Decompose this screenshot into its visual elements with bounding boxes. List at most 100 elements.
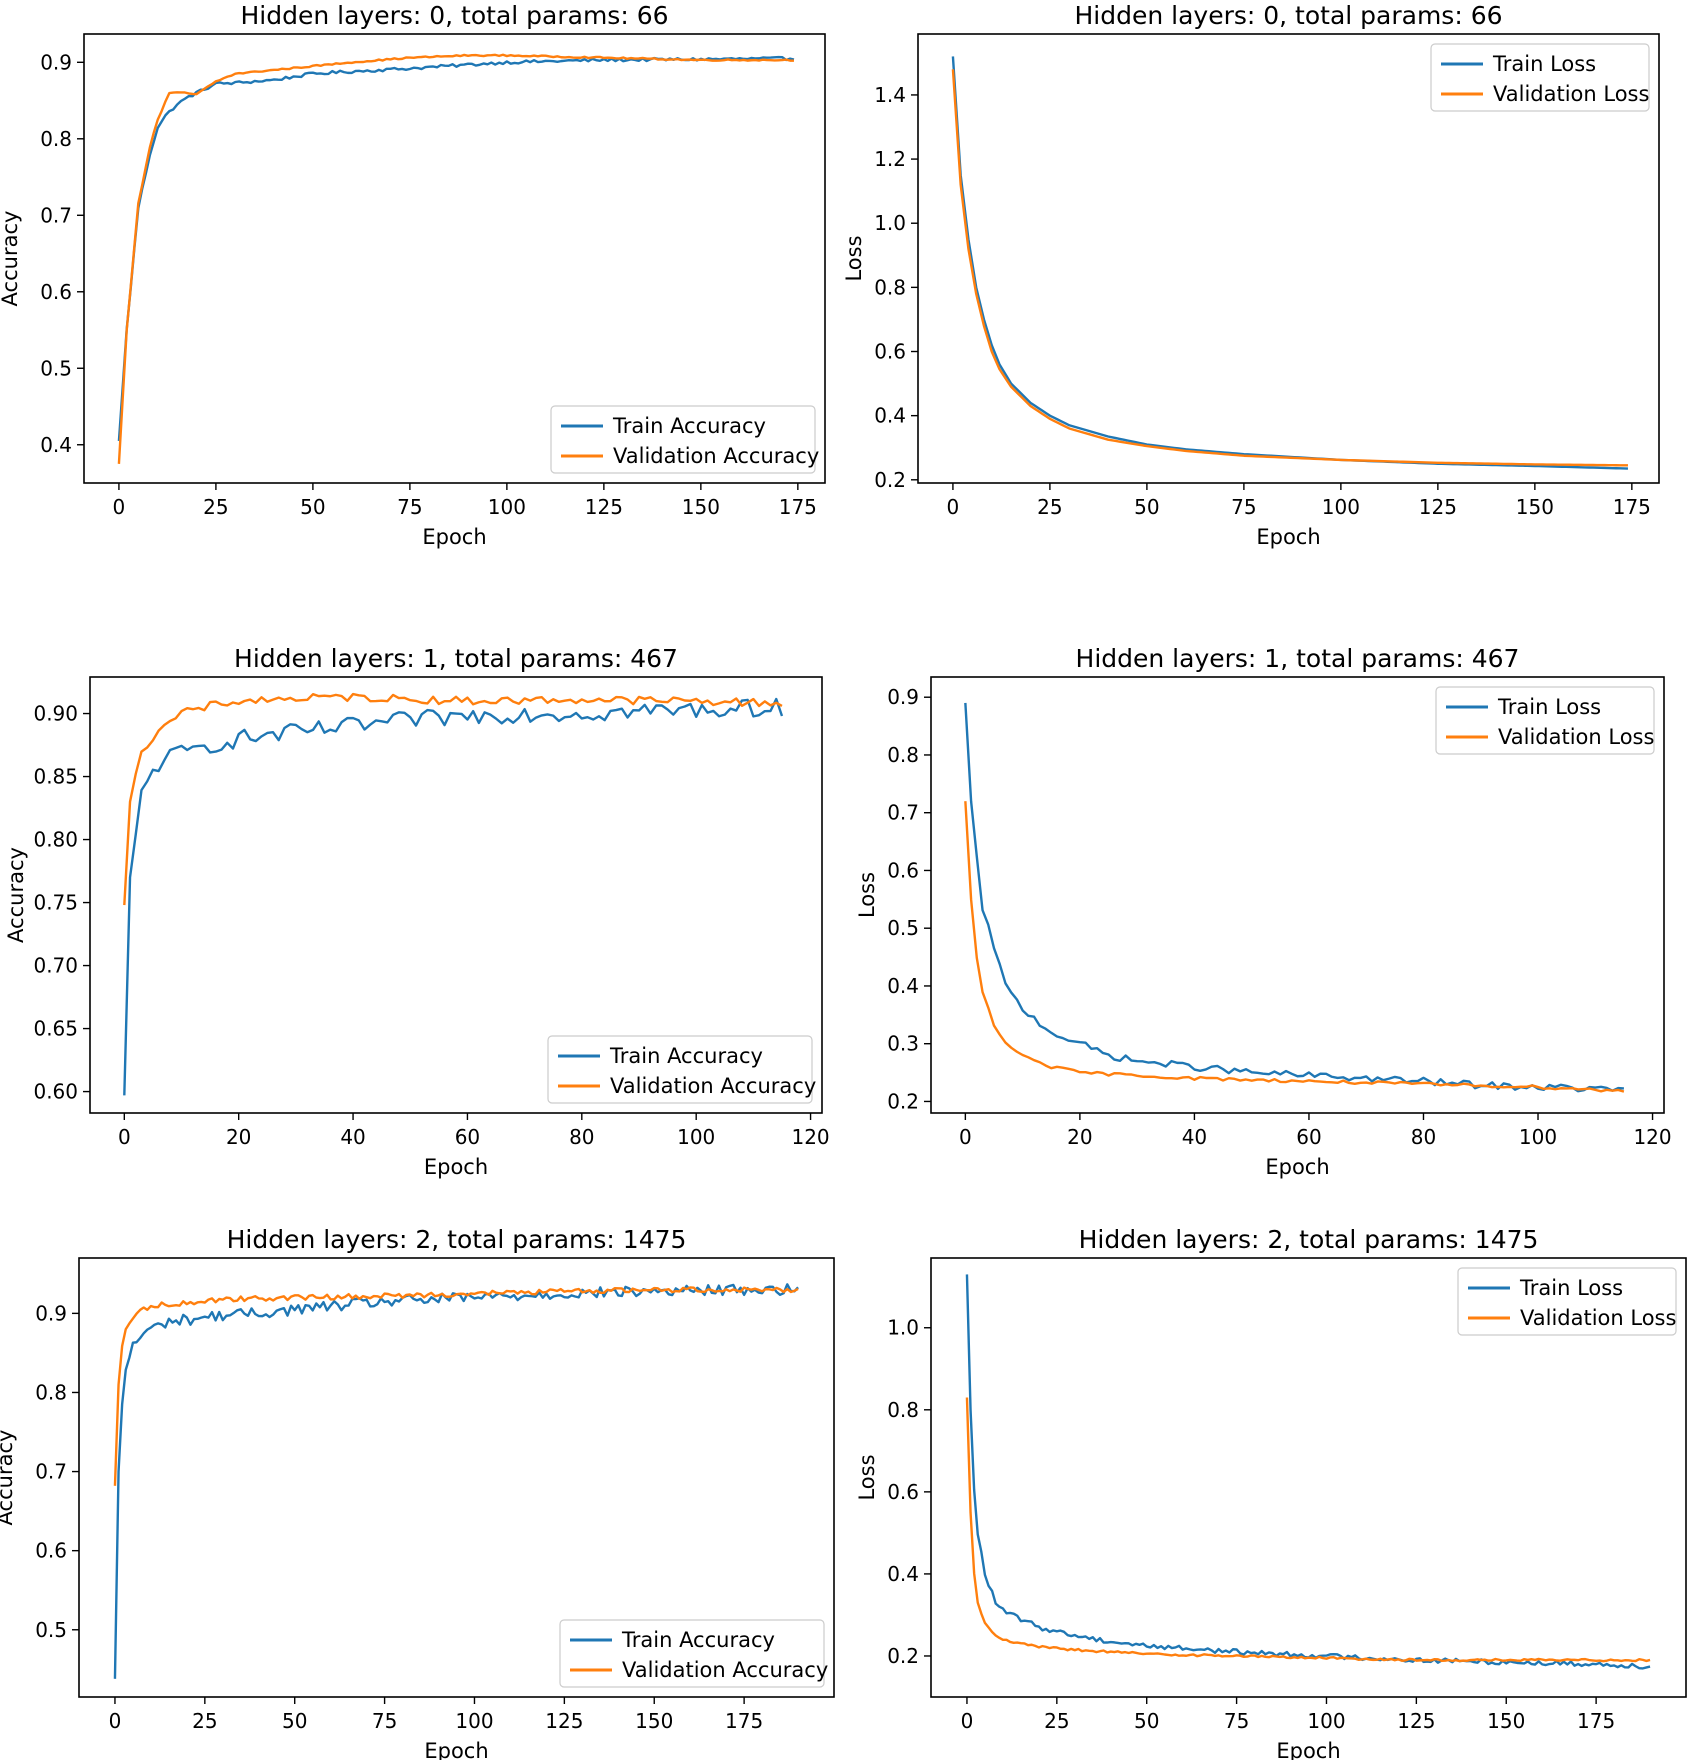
x-tick-label: 0 xyxy=(113,495,126,519)
x-tick-label: 100 xyxy=(488,495,526,519)
y-tick-label: 1.4 xyxy=(874,83,906,107)
series-line-train xyxy=(964,702,1624,1093)
legend-label: Validation Loss xyxy=(1493,82,1649,106)
x-tick-label: 20 xyxy=(226,1125,251,1149)
x-tick-label: 50 xyxy=(1134,495,1159,519)
x-tick-label: 150 xyxy=(1487,1709,1525,1733)
legend-box xyxy=(547,1035,813,1104)
x-tick-label: 0 xyxy=(947,495,960,519)
legend-label: Train Accuracy xyxy=(612,414,766,438)
x-tick-label: 100 xyxy=(1322,495,1360,519)
subplot-6: Hidden layers: 2, total params: 1475 0 25 5… xyxy=(855,1225,1687,1760)
x-tick-label: 25 xyxy=(1037,495,1062,519)
y-tick-label: 0.60 xyxy=(33,1080,78,1104)
subplot-1: Hidden layers: 0, total params: 66 0 25 50 7… xyxy=(0,1,826,549)
series-line-train xyxy=(951,56,1628,470)
legend-box xyxy=(559,1619,825,1688)
x-tick-label: 0 xyxy=(959,1125,972,1149)
legend-label: Train Accuracy xyxy=(609,1044,763,1068)
x-tick-label: 60 xyxy=(455,1125,480,1149)
chart-title: Hidden layers: 0, total params: 66 xyxy=(1074,1,1502,30)
y-axis-label: Loss xyxy=(855,872,879,918)
y-tick-label: 0.7 xyxy=(35,1460,67,1484)
x-tick-label: 150 xyxy=(1516,495,1554,519)
subplot-2: Hidden layers: 0, total params: 66 0 25 50 7… xyxy=(842,1,1660,549)
y-tick-label: 0.5 xyxy=(887,916,919,940)
series-line-validation xyxy=(965,1397,1651,1663)
x-tick-label: 175 xyxy=(1613,495,1651,519)
y-tick-label: 0.2 xyxy=(887,1644,919,1668)
y-tick-label: 0.7 xyxy=(887,801,919,825)
x-tick-label: 150 xyxy=(682,495,720,519)
axes-frame xyxy=(917,33,1660,484)
x-tick-label: 100 xyxy=(1519,1125,1557,1149)
subplot-5: Hidden layers: 2, total params: 1475 0 25 5… xyxy=(0,1225,835,1760)
y-axis-label: Loss xyxy=(855,1454,879,1500)
y-tick-label: 0.9 xyxy=(887,685,919,709)
legend-label: Train Loss xyxy=(1492,52,1596,76)
legend-box xyxy=(1430,43,1650,112)
y-tick-label: 0.6 xyxy=(40,280,72,304)
chart-title: Hidden layers: 0, total params: 66 xyxy=(240,1,668,30)
x-axis-label: Epoch xyxy=(424,1155,488,1179)
x-tick-label: 0 xyxy=(109,1709,122,1733)
legend-label: Validation Accuracy xyxy=(613,444,819,468)
x-tick-label: 175 xyxy=(1577,1709,1615,1733)
y-tick-label: 0.6 xyxy=(874,340,906,364)
axes-frame xyxy=(89,676,823,1114)
x-tick-label: 25 xyxy=(203,495,228,519)
subplot-4: Hidden layers: 1, total params: 467 0 20 40… xyxy=(855,644,1672,1179)
y-tick-label: 0.8 xyxy=(887,1398,919,1422)
legend: Train Accuracy Validation Accuracy xyxy=(559,1619,828,1688)
y-tick-label: 0.6 xyxy=(35,1539,67,1563)
legend-label: Validation Accuracy xyxy=(610,1074,816,1098)
x-tick-label: 125 xyxy=(585,495,623,519)
chart-title: Hidden layers: 1, total params: 467 xyxy=(1076,644,1520,673)
y-tick-label: 0.4 xyxy=(887,974,919,998)
x-tick-label: 50 xyxy=(282,1709,307,1733)
legend: Train Accuracy Validation Accuracy xyxy=(547,1035,816,1104)
series-line-validation xyxy=(951,69,1628,467)
chart-title: Hidden layers: 2, total params: 1475 xyxy=(227,1225,687,1254)
legend-label: Train Accuracy xyxy=(621,1628,775,1652)
chart-title: Hidden layers: 1, total params: 467 xyxy=(234,644,678,673)
x-tick-label: 50 xyxy=(1134,1709,1159,1733)
legend: Train Loss Validation Loss xyxy=(1457,1267,1677,1336)
legend: Train Loss Validation Loss xyxy=(1435,686,1655,755)
x-axis-label: Epoch xyxy=(1265,1155,1329,1179)
y-tick-label: 0.3 xyxy=(887,1032,919,1056)
series-line-validation xyxy=(113,1286,799,1486)
x-tick-label: 120 xyxy=(791,1125,829,1149)
y-tick-label: 0.9 xyxy=(40,50,72,74)
y-tick-label: 0.4 xyxy=(887,1562,919,1586)
axes-frame xyxy=(930,1257,1687,1698)
x-tick-label: 50 xyxy=(300,495,325,519)
y-tick-label: 0.75 xyxy=(33,891,78,915)
x-axis-label: Epoch xyxy=(1276,1739,1340,1760)
y-tick-label: 0.8 xyxy=(887,743,919,767)
legend: Train Accuracy Validation Accuracy xyxy=(550,405,819,474)
series-line-validation xyxy=(117,53,794,464)
legend-label: Train Loss xyxy=(1497,695,1601,719)
y-tick-label: 0.2 xyxy=(874,468,906,492)
y-tick-label: 0.90 xyxy=(33,702,78,726)
x-axis-label: Epoch xyxy=(422,525,486,549)
series-line-train xyxy=(123,697,784,1096)
legend-label: Validation Loss xyxy=(1520,1306,1676,1330)
x-tick-label: 75 xyxy=(1224,1709,1249,1733)
y-tick-label: 0.4 xyxy=(40,433,72,457)
x-tick-label: 125 xyxy=(545,1709,583,1733)
x-tick-label: 25 xyxy=(1044,1709,1069,1733)
series-line-validation xyxy=(964,801,1625,1093)
y-tick-label: 0.6 xyxy=(887,1480,919,1504)
y-tick-label: 0.8 xyxy=(40,127,72,151)
chart-title: Hidden layers: 2, total params: 1475 xyxy=(1079,1225,1539,1254)
x-tick-label: 0 xyxy=(961,1709,974,1733)
x-tick-label: 125 xyxy=(1397,1709,1435,1733)
x-tick-label: 75 xyxy=(397,495,422,519)
axes-frame xyxy=(83,33,826,484)
x-tick-label: 40 xyxy=(340,1125,365,1149)
x-tick-label: 175 xyxy=(779,495,817,519)
x-tick-label: 100 xyxy=(1307,1709,1345,1733)
legend-label: Validation Loss xyxy=(1498,725,1654,749)
